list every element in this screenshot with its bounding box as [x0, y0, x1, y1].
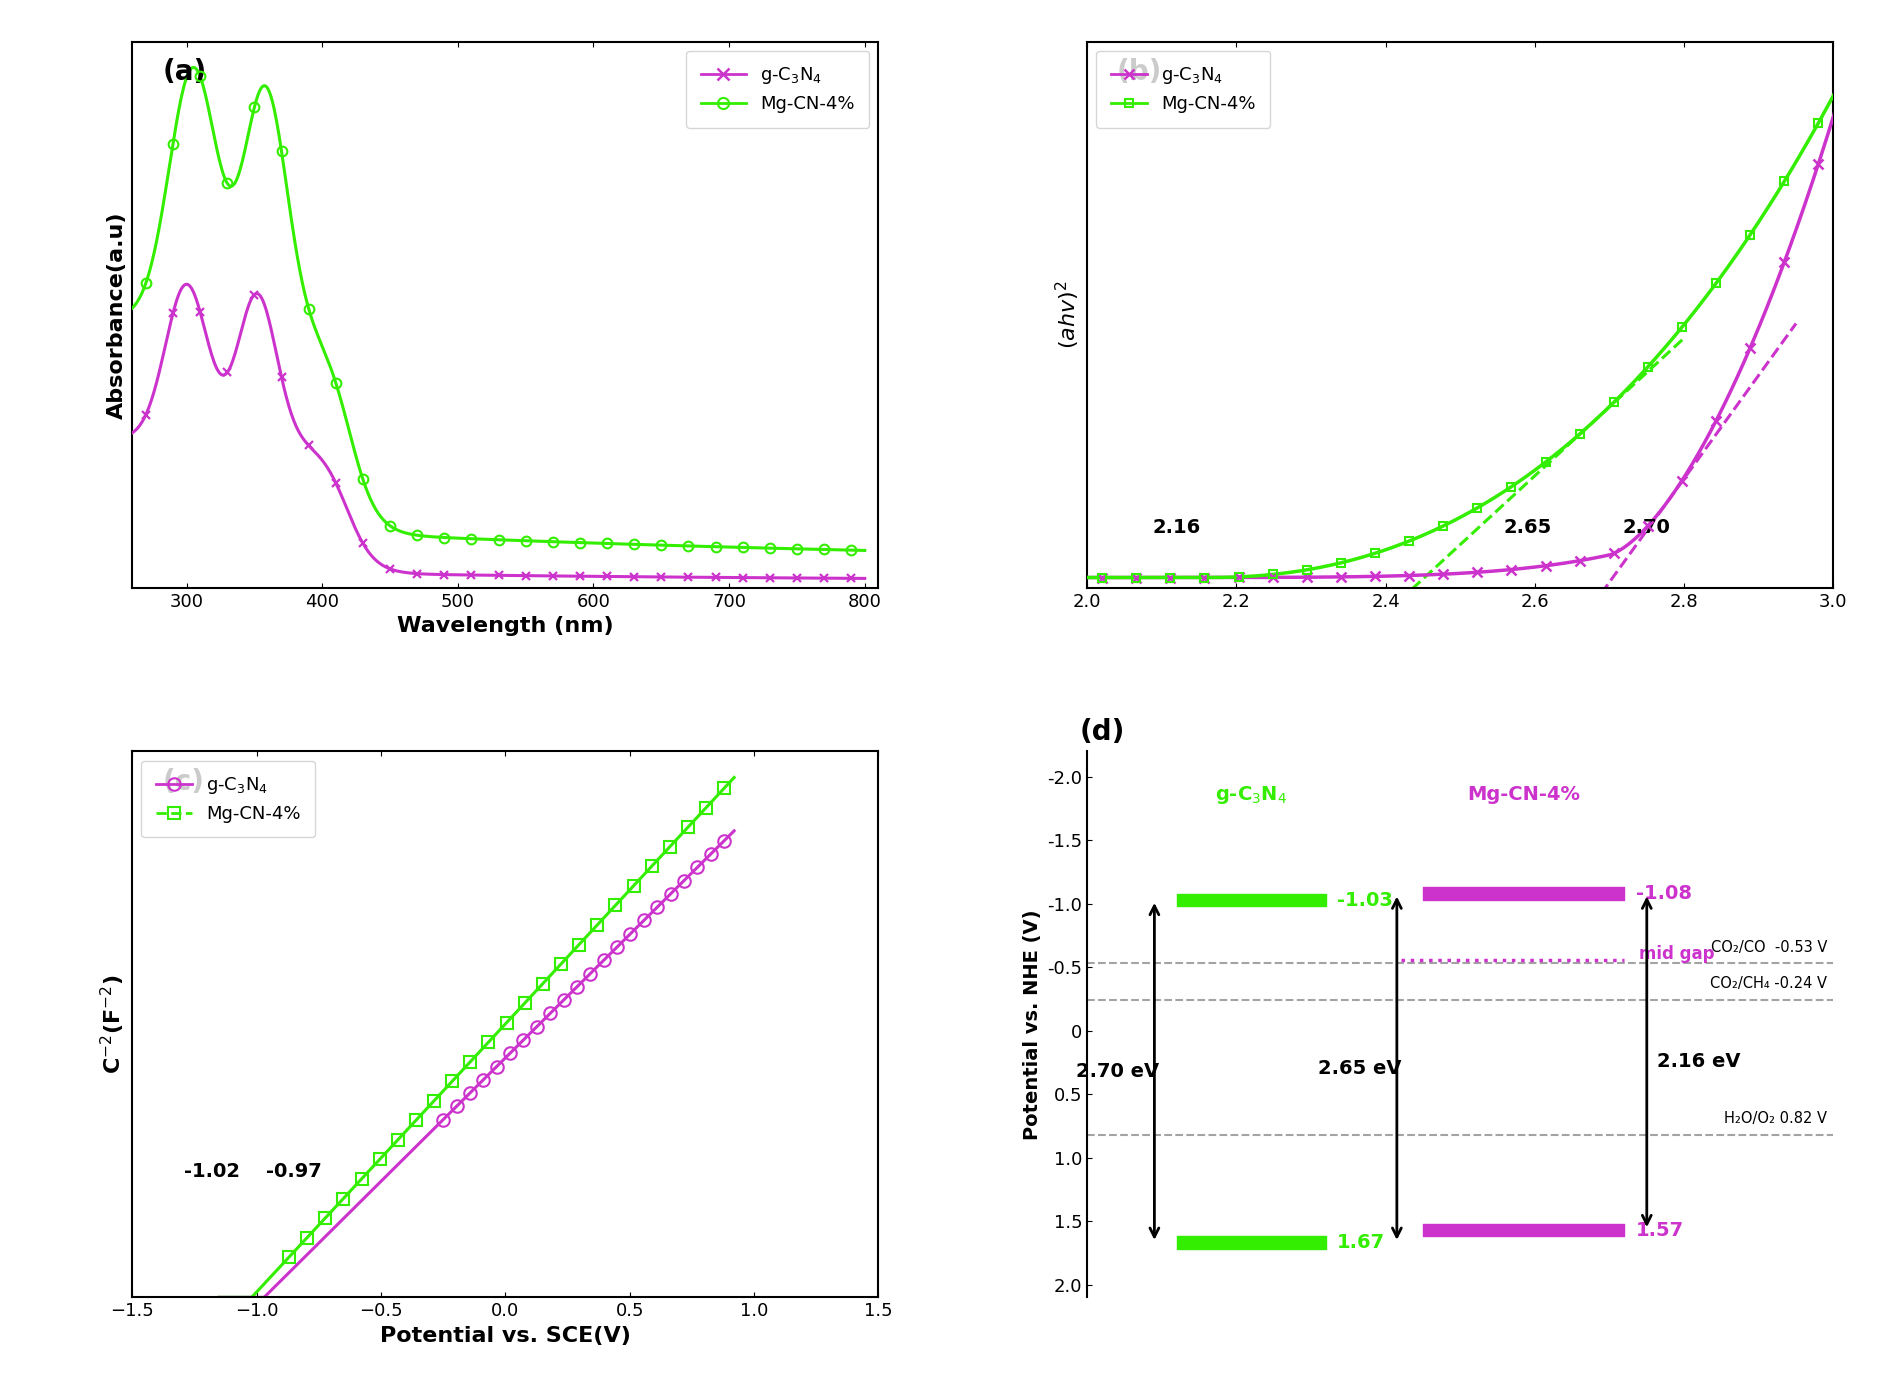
Text: 2.65 eV: 2.65 eV [1317, 1059, 1400, 1078]
Text: -1.02: -1.02 [183, 1162, 240, 1182]
Y-axis label: Potential vs. NHE (V): Potential vs. NHE (V) [1022, 910, 1041, 1140]
Legend: g-C$_3$N$_4$, Mg-CN-4%: g-C$_3$N$_4$, Mg-CN-4% [686, 50, 869, 128]
Text: (a): (a) [162, 59, 206, 86]
Text: 2.70 eV: 2.70 eV [1075, 1062, 1158, 1081]
X-axis label: Wavelength (nm): Wavelength (nm) [397, 617, 614, 636]
Y-axis label: C$^{-2}$(F$^{-2}$): C$^{-2}$(F$^{-2}$) [98, 975, 127, 1074]
Text: -1.08: -1.08 [1634, 884, 1691, 903]
Text: 1.67: 1.67 [1336, 1233, 1385, 1253]
Text: CO₂/CO  -0.53 V: CO₂/CO -0.53 V [1710, 940, 1827, 954]
Text: 2.70: 2.70 [1623, 518, 1670, 537]
Text: 2.16: 2.16 [1152, 518, 1200, 537]
Text: mid gap: mid gap [1638, 944, 1713, 963]
Text: (c): (c) [162, 767, 204, 797]
Text: H₂O/O₂ 0.82 V: H₂O/O₂ 0.82 V [1723, 1110, 1827, 1126]
Text: CO₂/CH₄ -0.24 V: CO₂/CH₄ -0.24 V [1710, 976, 1827, 992]
Legend: g-C$_3$N$_4$, Mg-CN-4%: g-C$_3$N$_4$, Mg-CN-4% [1096, 50, 1269, 128]
Text: Mg-CN-4%: Mg-CN-4% [1466, 785, 1579, 804]
Text: 2.65: 2.65 [1502, 518, 1551, 537]
Legend: g-C$_3$N$_4$, Mg-CN-4%: g-C$_3$N$_4$, Mg-CN-4% [142, 760, 315, 837]
Text: 2.16 eV: 2.16 eV [1657, 1052, 1740, 1071]
X-axis label: Potential vs. SCE(V): Potential vs. SCE(V) [380, 1325, 631, 1346]
Text: -0.97: -0.97 [266, 1162, 321, 1182]
Text: (b): (b) [1116, 59, 1162, 86]
Text: g-C$_3$N$_4$: g-C$_3$N$_4$ [1215, 784, 1286, 806]
Text: -1.03: -1.03 [1336, 890, 1392, 910]
Text: 1.57: 1.57 [1634, 1221, 1683, 1240]
Y-axis label: $\mathit{(ahv)^2}$: $\mathit{(ahv)^2}$ [1052, 280, 1081, 349]
Y-axis label: Absorbance(a.u): Absorbance(a.u) [106, 211, 127, 418]
Text: (d): (d) [1079, 718, 1124, 746]
